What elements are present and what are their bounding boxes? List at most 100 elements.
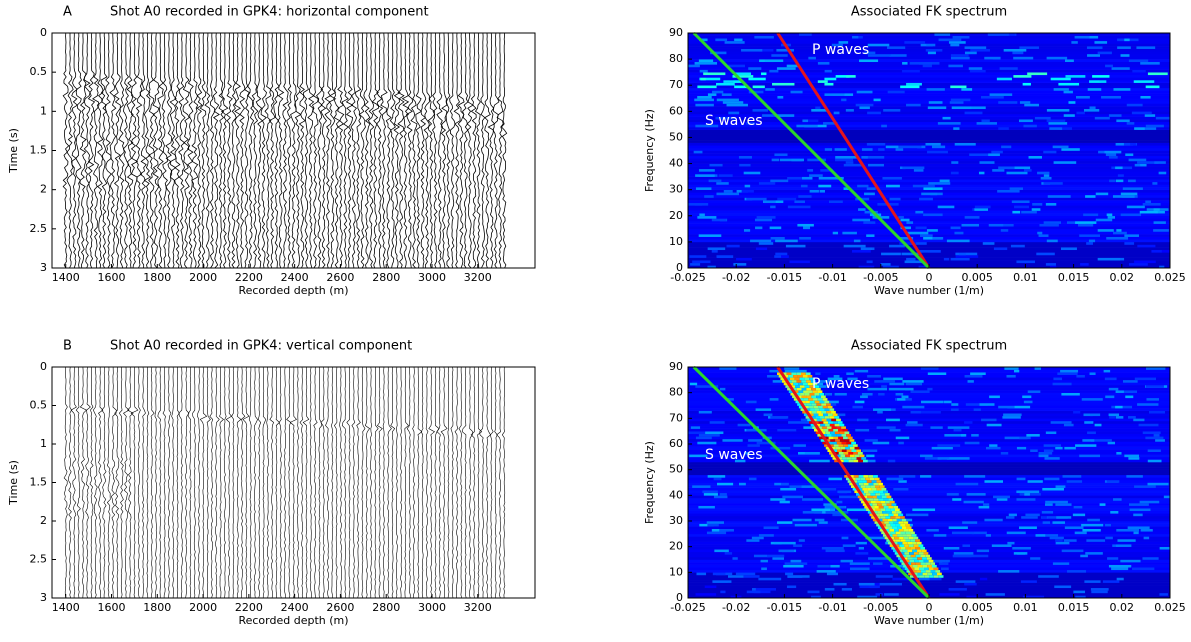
heat-cell <box>921 192 938 196</box>
heat-cell <box>830 454 836 458</box>
trace <box>199 32 207 269</box>
trace <box>231 366 235 598</box>
trace <box>162 366 166 599</box>
y-tick-label: 2.5 <box>30 222 48 235</box>
heat-row <box>688 132 1170 136</box>
x-tick-label: -0.015 <box>767 601 802 614</box>
heat-cell <box>843 444 849 447</box>
heat-cell <box>801 176 813 180</box>
x-tick-label: 2000 <box>189 271 217 284</box>
heat-cell <box>985 592 1005 596</box>
heat-cell <box>1146 397 1159 401</box>
trace <box>480 32 486 269</box>
x-axis-label: Wave number (1/m) <box>874 614 984 627</box>
heat-cell <box>904 551 910 555</box>
heat-cell <box>802 119 809 123</box>
trace <box>376 32 384 269</box>
heat-cell <box>936 572 942 576</box>
trace <box>70 366 77 598</box>
heat-cell <box>944 433 965 437</box>
trace <box>248 367 252 599</box>
heat-cell <box>1115 415 1124 419</box>
heat-cell <box>979 160 995 164</box>
heat-cell <box>939 592 960 596</box>
trace <box>307 32 315 269</box>
heat-cell <box>873 562 883 565</box>
heat-cell <box>798 405 804 409</box>
heat-cell <box>864 192 875 196</box>
heat-cell <box>915 226 927 230</box>
heat-cell <box>889 53 907 57</box>
heat-cell <box>811 402 817 406</box>
heat-cell <box>1003 413 1022 417</box>
heat-cell <box>734 38 743 42</box>
heat-cell <box>933 533 947 537</box>
heat-cell <box>758 241 774 245</box>
heat-row <box>688 415 1170 419</box>
heat-cell <box>856 449 862 452</box>
heat-cell <box>894 551 900 555</box>
heat-cell <box>787 205 811 209</box>
heat-cell <box>916 569 921 573</box>
heat-cell <box>1065 59 1074 63</box>
heat-cell <box>934 33 951 36</box>
heat-cell <box>1023 124 1037 128</box>
heat-cell <box>707 247 726 251</box>
heat-cell <box>698 234 722 237</box>
heat-cell <box>939 179 950 183</box>
heat-cell <box>819 400 825 404</box>
heat-cell <box>706 521 724 524</box>
heat-cell <box>870 500 876 504</box>
heat-cell <box>891 503 897 506</box>
heat-row <box>688 241 1170 245</box>
heat-cell <box>836 418 841 422</box>
heat-cell <box>820 431 826 435</box>
heat-cell <box>1095 218 1113 222</box>
heat-cell <box>896 518 902 522</box>
heat-cell <box>893 549 898 553</box>
heat-row <box>688 108 1170 112</box>
heat-cell <box>862 487 868 491</box>
heat-cell <box>948 587 967 591</box>
heat-cell <box>911 562 916 565</box>
heat-cell <box>718 174 733 177</box>
heat-cell <box>809 189 819 193</box>
trace <box>268 32 276 269</box>
heat-cell <box>861 147 873 151</box>
heat-cell <box>823 420 829 424</box>
heat-cell <box>833 111 840 115</box>
heat-cell <box>981 418 997 422</box>
heat-cell <box>797 402 802 406</box>
heat-cell <box>866 234 875 237</box>
heat-cell <box>882 518 888 522</box>
heat-cell <box>895 515 900 519</box>
heat-cell <box>716 254 733 258</box>
heat-cell <box>909 241 927 245</box>
heat-row <box>688 485 1170 488</box>
heat-cell <box>734 459 746 463</box>
heat-cell <box>904 544 909 547</box>
heat-cell <box>832 449 838 452</box>
heat-row <box>688 82 1170 86</box>
heat-cell <box>1112 544 1119 547</box>
heat-cell <box>866 508 871 512</box>
heat-cell <box>781 254 789 258</box>
heat-cell <box>920 562 926 565</box>
heat-cell <box>893 528 899 532</box>
trace <box>223 366 227 599</box>
heat-cell <box>894 536 900 540</box>
heat-cell <box>885 145 899 149</box>
heat-cell <box>889 197 901 201</box>
heat-row <box>688 531 1170 535</box>
trace <box>380 32 388 269</box>
heat-cell <box>790 90 803 94</box>
heat-row <box>688 438 1170 442</box>
heat-cell <box>1116 577 1124 581</box>
heat-cell <box>878 497 884 501</box>
heat-cell <box>843 436 848 440</box>
heat-cell <box>979 577 988 581</box>
heat-cell <box>815 415 821 419</box>
heat-row <box>688 464 1170 468</box>
heat-cell <box>802 410 808 414</box>
